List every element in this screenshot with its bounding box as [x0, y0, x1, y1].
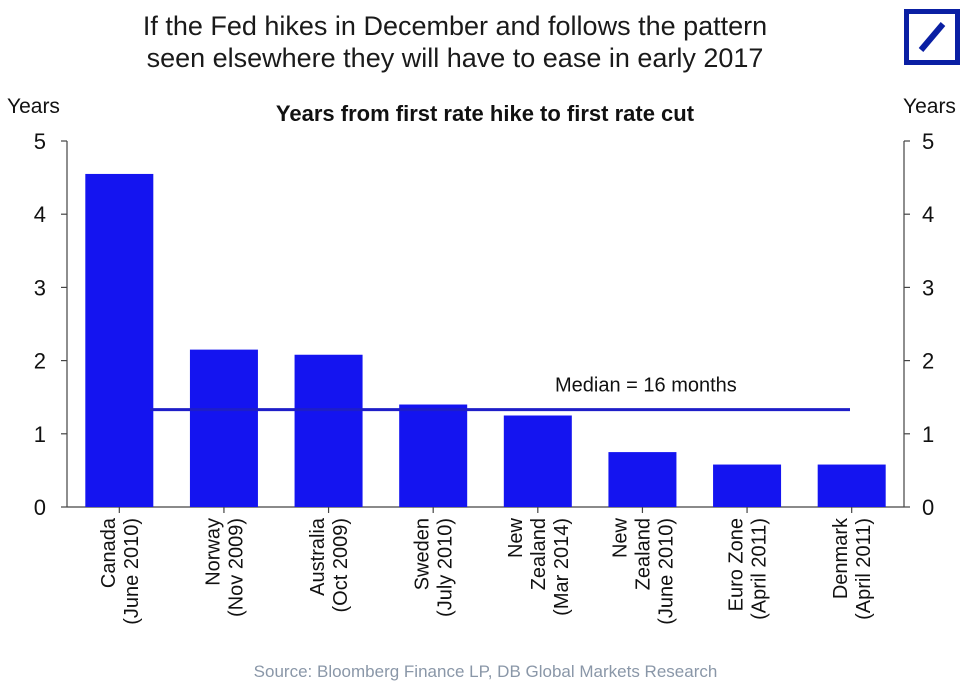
y-axis-right-label: Years: [903, 95, 956, 118]
x-tick-label-line: (Oct 2009): [330, 518, 352, 612]
x-tick-label: Denmark (April 2011): [830, 517, 875, 620]
x-tick-label-line: (July 2010): [435, 518, 457, 617]
y-tick-label-left: 5: [34, 129, 46, 154]
x-tick-label-line: New: [505, 517, 527, 558]
x-tick-label-line: Canada: [98, 517, 120, 588]
x-tick-label: New Zealand (Mar 2014): [505, 517, 573, 615]
y-axis-left-label: Years: [7, 95, 60, 118]
y-tick-label-right: 2: [922, 349, 934, 374]
deutsche-bank-logo-icon: [904, 9, 960, 65]
bar: [503, 415, 572, 507]
bar: [713, 464, 782, 507]
x-tick-label-line: (Nov 2009): [225, 518, 247, 617]
headline-line-2: seen elsewhere they will have to ease in…: [146, 43, 764, 73]
y-tick-label-right: 3: [922, 275, 934, 300]
y-tick-label-right: 0: [922, 495, 934, 520]
y-tick-label-left: 3: [34, 275, 46, 300]
x-tick-label-line: (Mar 2014): [551, 518, 573, 616]
x-tick-label: Norway (Nov 2009): [202, 518, 247, 617]
headline: If the Fed hikes in December and follows…: [40, 10, 870, 74]
bar: [189, 349, 258, 507]
x-tick-label-line: Denmark: [830, 517, 852, 599]
x-tick-label-line: New: [609, 517, 631, 558]
bar: [608, 452, 677, 507]
bar: [294, 354, 363, 507]
x-tick-label-line: Euro Zone: [726, 518, 748, 611]
x-tick-label-line: Zealand: [632, 518, 654, 590]
y-tick-label-right: 1: [922, 422, 934, 447]
x-tick-label-line: Sweden: [412, 518, 434, 590]
bar: [399, 404, 468, 507]
x-tick-label-line: (June 2010): [121, 518, 143, 625]
x-tick-label: Australia (Oct 2009): [307, 517, 352, 612]
chart-title: Years from first rate hike to first rate…: [275, 101, 695, 126]
y-tick-label-left: 2: [34, 349, 46, 374]
y-tick-label-left: 0: [34, 495, 46, 520]
x-tick-label-line: Zealand: [528, 518, 550, 590]
headline-line-1: If the Fed hikes in December and follows…: [142, 11, 768, 41]
bar: [85, 173, 154, 507]
x-tick-label: Sweden (July 2010): [412, 518, 457, 617]
bar: [817, 464, 886, 507]
x-tick-label: Euro Zone (April 2011): [726, 518, 771, 620]
median-label: Median = 16 months: [555, 375, 737, 397]
y-tick-label-right: 4: [922, 202, 934, 227]
x-tick-label-line: Norway: [202, 518, 224, 586]
x-tick-label-line: (June 2010): [655, 518, 677, 625]
x-tick-label-line: (April 2011): [853, 518, 875, 620]
x-tick-label-line: (April 2011): [749, 518, 771, 620]
source-note: Source: Bloomberg Finance LP, DB Global …: [253, 662, 718, 681]
y-tick-label-right: 5: [922, 129, 934, 154]
x-tick-label-line: Australia: [307, 517, 329, 596]
y-tick-label-left: 1: [34, 422, 46, 447]
x-tick-label: New Zealand (June 2010): [609, 517, 677, 624]
y-tick-label-left: 4: [34, 202, 46, 227]
x-tick-label: Canada (June 2010): [98, 517, 143, 625]
